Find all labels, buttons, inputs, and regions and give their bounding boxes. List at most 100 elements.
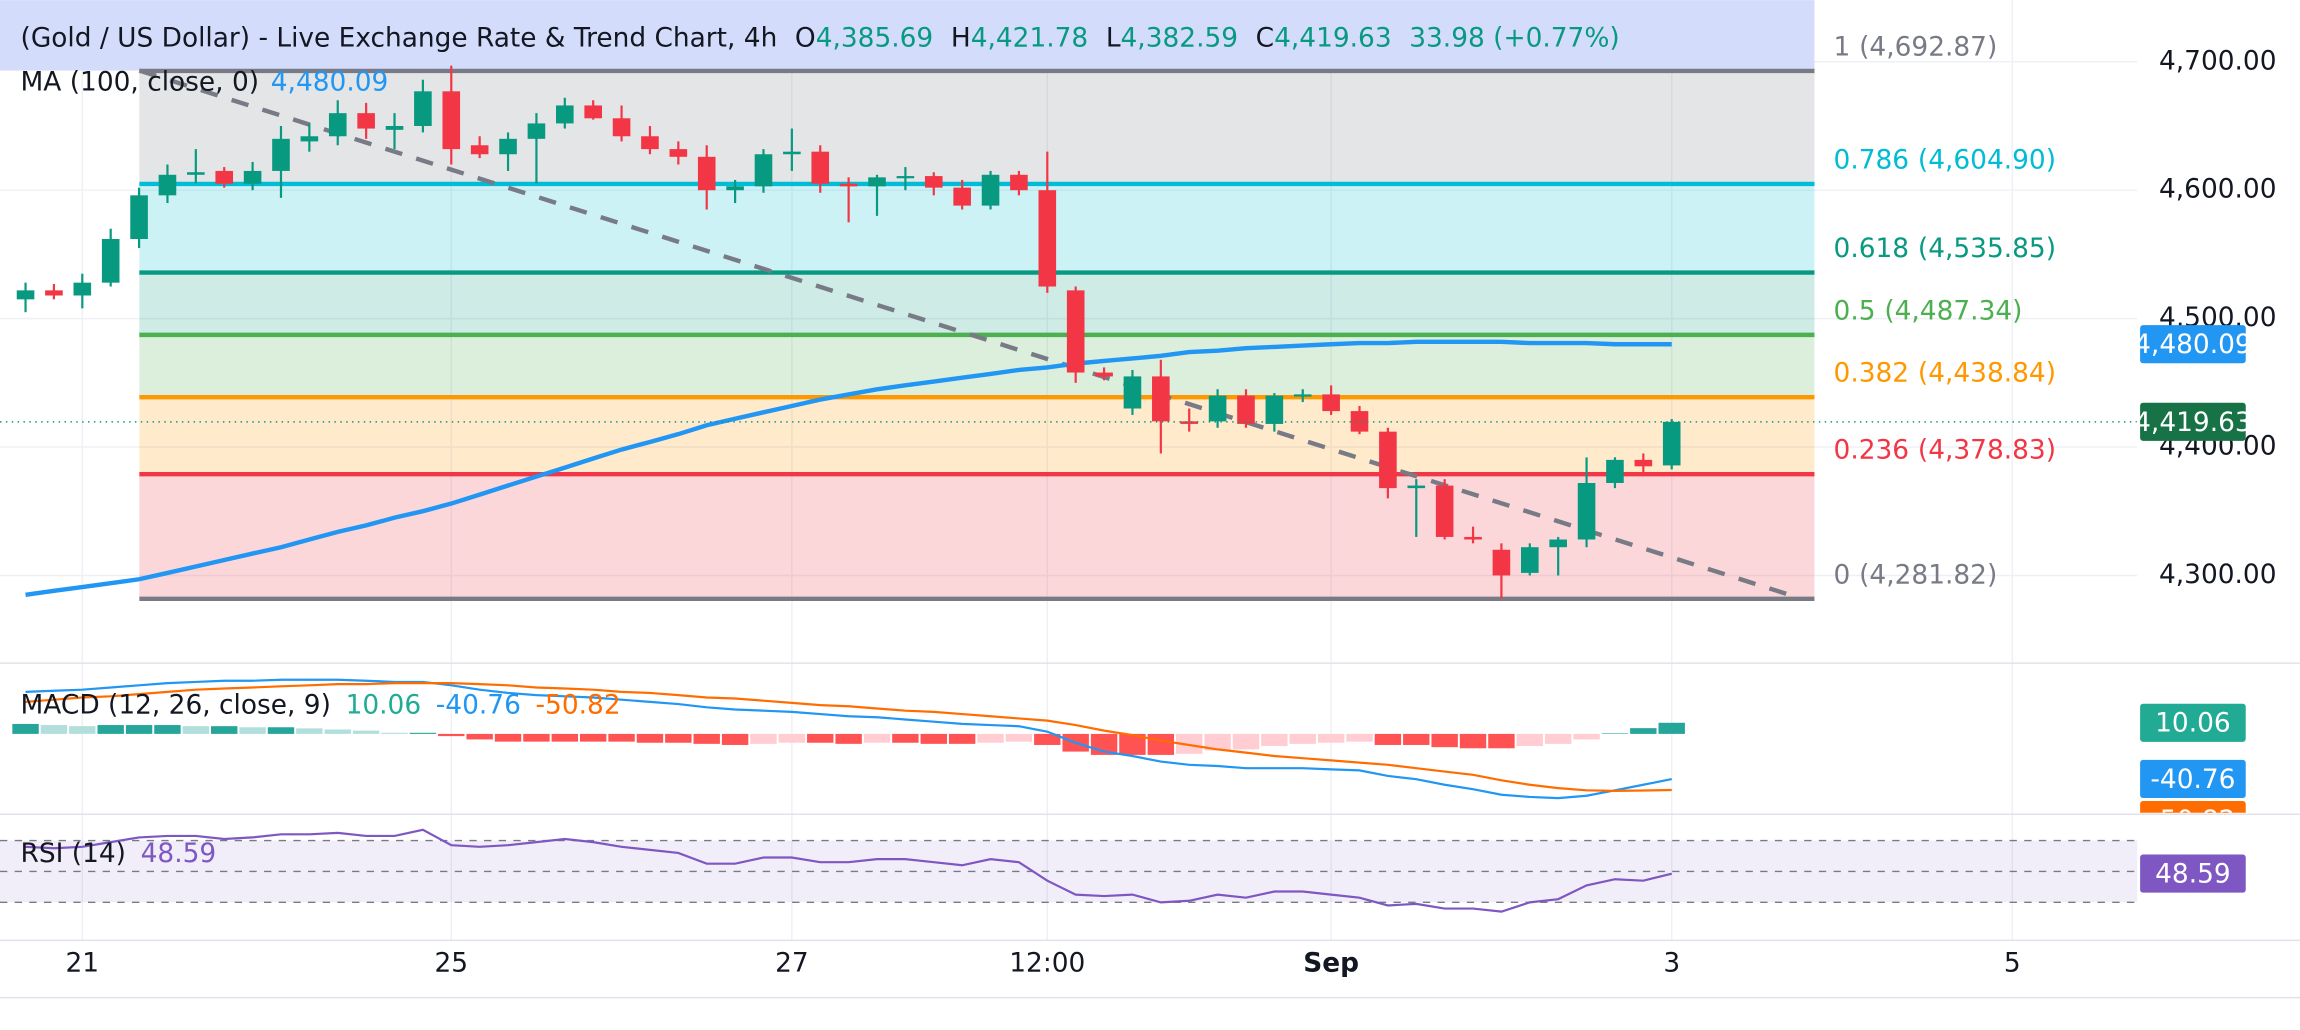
x-tick-label: Sep: [1303, 947, 1359, 978]
macd-histogram-bar: [239, 727, 266, 734]
macd-histogram-bar: [608, 733, 635, 742]
ohlc-key: O: [795, 22, 816, 53]
macd-pane: MACD (12, 26, close, 9) 10.06 -40.76 -50.82: [12, 678, 1685, 800]
price-change: 33.98 (+0.77%): [1409, 22, 1619, 53]
header-band: [0, 0, 1815, 71]
x-tick-label: 3: [1663, 947, 1680, 978]
macd-histogram-bar: [324, 729, 351, 734]
fib-price: (4,438.84): [1918, 357, 2056, 388]
macd-histogram-bar: [1147, 733, 1175, 755]
y-tick-label: 4,700.00: [2159, 45, 2277, 76]
macd-histogram-bar: [1403, 733, 1430, 745]
candle-body: [414, 91, 432, 126]
price-badge: [2140, 800, 2246, 813]
candle-body: [1407, 485, 1426, 489]
fib-ratio: 1: [1834, 31, 1851, 62]
macd-histogram-bar: [551, 733, 579, 742]
chart-title: (Gold / US Dollar) - Live Exchange Rate …: [21, 22, 778, 53]
signal-value: -50.82: [536, 689, 621, 720]
candle-body: [1577, 482, 1596, 540]
ma-legend: MA (100, close, 0) 4,480.09: [21, 66, 389, 97]
macd-histogram-bar: [296, 728, 323, 734]
price-badge: [2140, 402, 2246, 441]
macd-histogram-bar: [182, 726, 210, 734]
candle-body: [612, 118, 631, 137]
ohlc-value: 4,421.78: [971, 22, 1089, 53]
axes: 21 25 27 12:00 Sep 3 54,300.004,400.004,500.00…: [66, 45, 2277, 978]
macd-histogram-bar: [1232, 733, 1260, 750]
fibonacci: [139, 68, 1815, 602]
price-badge: [2140, 759, 2246, 799]
fib-label: 0.5 (4,487.34): [1834, 295, 2023, 326]
macd-histogram-bar: [12, 723, 39, 734]
ohlc-key: C: [1256, 22, 1274, 53]
signal-line: [25, 681, 1672, 793]
fib-band: [139, 70, 1815, 184]
macd-histogram-bar: [1544, 733, 1572, 744]
rsi-value: 48.59: [141, 837, 217, 868]
macd-histogram-bar: [665, 733, 692, 743]
candle-body: [101, 239, 120, 283]
candle-body: [73, 282, 92, 296]
candle-body: [328, 113, 347, 137]
fib-price: (4,487.34): [1884, 295, 2022, 326]
candle-body: [1606, 459, 1624, 483]
candle-body: [45, 290, 63, 296]
x-tick-label: 5: [2004, 947, 2021, 978]
candle-body: [697, 156, 716, 191]
macd-histogram-bar: [778, 733, 806, 743]
macd-histogram-bar: [125, 725, 153, 734]
macd-histogram-bar: [352, 730, 380, 734]
macd-histogram-bar: [977, 733, 1004, 743]
fib-price: (4,604.90): [1918, 144, 2056, 175]
candle-body: [1662, 421, 1681, 466]
candle-body: [527, 123, 546, 139]
fib-label: 0 (4,281.82): [1834, 559, 1998, 590]
fib-label: 1 (4,692.87): [1834, 31, 1998, 62]
macd-histogram-bar: [920, 733, 947, 744]
fib-price: (4,535.85): [1918, 233, 2056, 264]
x-tick-label: 21: [66, 947, 100, 978]
candle-body: [641, 136, 659, 150]
macd-histogram-bar: [1317, 733, 1345, 743]
candle-body: [584, 105, 602, 119]
fib-band: [139, 474, 1815, 599]
macd-histogram-bar: [1374, 733, 1402, 745]
candle-body: [357, 113, 375, 129]
candle-body: [1549, 539, 1567, 548]
candle-body: [1322, 394, 1340, 412]
candle-body: [1038, 190, 1057, 287]
fib-label: 0.236 (4,378.83): [1834, 434, 2056, 465]
fib-band: [139, 397, 1815, 475]
candle-body: [215, 170, 234, 184]
macd-histogram-bar: [1630, 728, 1657, 734]
candle-body: [726, 186, 744, 191]
macd-histogram-bar: [1261, 733, 1288, 747]
candle-body: [556, 105, 574, 124]
candle-body: [385, 125, 404, 130]
fib-ratio: 0: [1834, 559, 1851, 590]
macd-histogram-bar: [409, 732, 437, 734]
price-badge-label: -50.82: [2150, 805, 2235, 836]
candle-body: [839, 183, 858, 187]
rsi-name: RSI (14): [21, 837, 126, 868]
price-badge: [2140, 703, 2246, 742]
macd-histogram-bar: [948, 733, 976, 744]
candle-body: [1180, 421, 1199, 424]
candle-body: [981, 174, 1000, 206]
price-badge: [2140, 854, 2246, 893]
macd-histogram-bar: [494, 733, 522, 742]
macd-hist-value: 10.06: [346, 689, 422, 720]
price-badge-label: 10.06: [2155, 708, 2231, 739]
candle-body: [1435, 485, 1454, 537]
macd-histogram-bar: [438, 733, 465, 737]
candle-body: [1634, 459, 1653, 467]
fib-band: [139, 183, 1815, 273]
x-tick-label: 25: [434, 947, 468, 978]
rsi-band: [0, 840, 2138, 903]
candle-body: [783, 151, 801, 155]
candle-body: [499, 138, 517, 155]
rsi-line: [25, 828, 1673, 913]
labels: 1 (4,692.87) 0.786 (4,604.90) 0.618 (4,535.85…: [21, 22, 2056, 590]
